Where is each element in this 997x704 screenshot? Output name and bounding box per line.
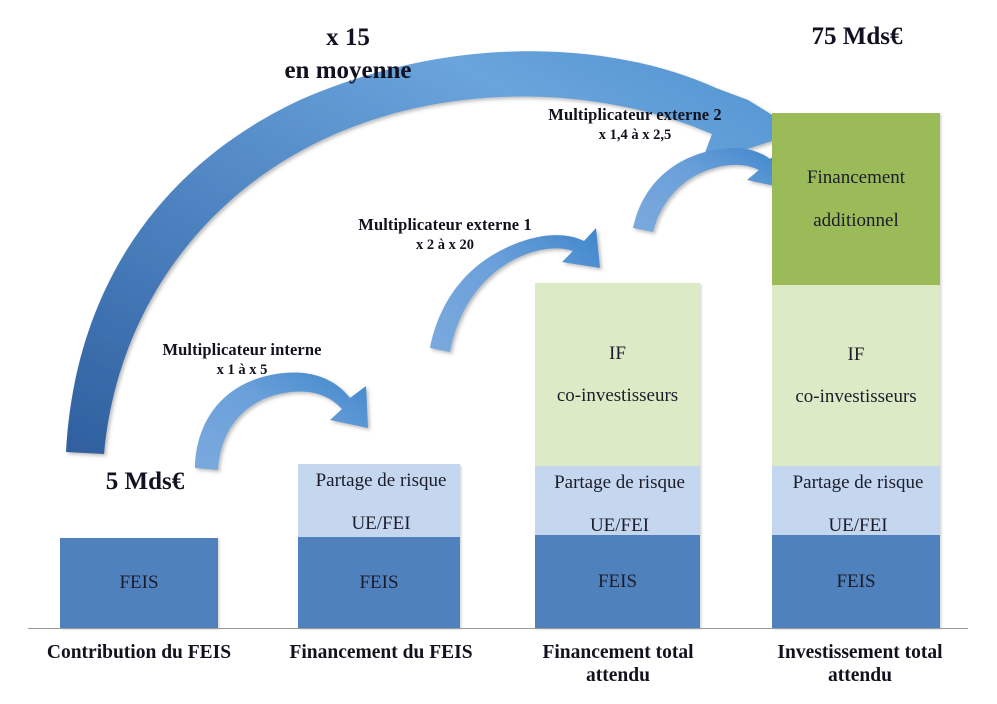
risk-sharing-line1: Partage de risque <box>315 470 447 491</box>
co-investors-line2: co-investisseurs <box>556 385 679 407</box>
risk-sharing-line2: UE/FEI <box>828 514 888 536</box>
co-investors-line1: IF <box>609 342 626 364</box>
callout-interne-title: Multiplicateur interne <box>162 340 322 359</box>
bar-financement-du-feis[interactable]: Partage de risque UE/FEI FEIS <box>298 464 460 628</box>
segment-feis: FEIS <box>535 535 700 628</box>
risk-sharing-line2: UE/FEI <box>589 514 650 536</box>
additional-line1: Financement <box>806 167 906 189</box>
multiplier-arrow-1-icon <box>195 372 368 470</box>
start-value-label: 5 Mds€ <box>105 468 185 495</box>
x-axis-label-investissement-total-attendu: Investissement total attendu <box>777 642 943 687</box>
segment-feis: FEIS <box>298 537 460 628</box>
callout-externe1-title: Multiplicateur externe 1 <box>358 215 532 234</box>
additional-line2: additionnel <box>813 209 899 231</box>
risk-sharing-line1: Partage de risque <box>554 472 685 493</box>
x-axis-label-financement-du-feis: Financement du FEIS <box>289 642 473 663</box>
segment-risk-sharing: Partage de risque UE/FEI <box>772 466 940 536</box>
bar-investissement-total-attendu[interactable]: Financement additionnel IF co-investisseur… <box>772 113 940 628</box>
risk-sharing-line2: UE/FEI <box>351 512 411 534</box>
callout-multiplicateur-externe-2: Multiplicateur externe 2 x 1,4 à x 2,5 <box>510 105 760 144</box>
average-multiplier-note: x 15 en moyenne <box>218 22 478 87</box>
multiplier-arrow-3-icon <box>633 148 784 232</box>
callout-externe1-value: x 2 à x 20 <box>416 236 474 253</box>
callout-externe2-value: x 1,4 à x 2,5 <box>598 126 672 143</box>
x-axis-label-financement-total-attendu: Financement total attendu <box>542 642 694 687</box>
average-multiplier-line2: en moyenne <box>284 56 412 84</box>
co-investors-line2: co-investisseurs <box>795 386 917 408</box>
co-investors-line1: IF <box>847 343 865 365</box>
end-value-label: 75 Mds€ <box>811 23 903 50</box>
segment-feis: FEIS <box>772 535 940 628</box>
segment-co-investisseurs: IF co-investisseurs <box>772 285 940 466</box>
callout-multiplicateur-externe-1: Multiplicateur externe 1 x 2 à x 20 <box>320 215 570 254</box>
segment-risk-sharing: Partage de risque UE/FEI <box>535 466 700 536</box>
x-axis-label-contribution-du-feis: Contribution du FEIS <box>46 642 232 663</box>
x-axis-line <box>28 628 968 629</box>
segment-co-investisseurs: IF co-investisseurs <box>535 283 700 466</box>
callout-multiplicateur-interne: Multiplicateur interne x 1 à x 5 <box>122 340 362 379</box>
risk-sharing-line1: Partage de risque <box>792 472 924 493</box>
callout-interne-value: x 1 à x 5 <box>216 361 268 378</box>
segment-feis: FEIS <box>60 538 218 628</box>
segment-financement-additionnel: Financement additionnel <box>772 113 940 285</box>
callout-externe2-title: Multiplicateur externe 2 <box>548 105 722 124</box>
average-multiplier-line1: x 15 <box>326 24 370 51</box>
bar-contribution-du-feis[interactable]: FEIS <box>60 538 218 628</box>
bar-financement-total-attendu[interactable]: IF co-investisseurs Partage de risque UE/F… <box>535 283 700 628</box>
segment-risk-sharing: Partage de risque UE/FEI <box>298 464 460 537</box>
